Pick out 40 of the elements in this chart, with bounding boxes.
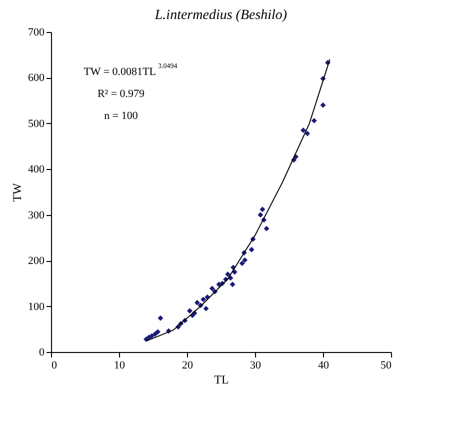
point (209, 286, 215, 292)
point (248, 246, 254, 252)
point (203, 306, 209, 312)
point (260, 206, 266, 212)
x-axis-title: TL (214, 372, 229, 386)
x-tick-label: 0 (52, 360, 58, 372)
y-tick-label: 100 (28, 300, 45, 313)
y-tick-label: 300 (28, 209, 45, 222)
x-tick-label: 20 (182, 360, 194, 372)
point (258, 212, 264, 218)
y-axis-title: TW (10, 182, 24, 202)
x-tick-label: 30 (250, 360, 262, 372)
annotation: n = 100 (104, 110, 138, 122)
point (242, 257, 248, 263)
annotation: R² = 0.979 (97, 88, 146, 100)
point (232, 269, 238, 275)
y-tick-label: 600 (28, 72, 45, 84)
point (200, 296, 206, 302)
point (239, 260, 245, 266)
point (152, 331, 158, 337)
point (304, 130, 310, 136)
point (300, 128, 306, 134)
point (186, 308, 192, 314)
point (311, 118, 317, 124)
x-tick-label: 10 (114, 360, 126, 372)
point (158, 315, 164, 321)
y-tick-label: 500 (28, 118, 45, 130)
point (225, 272, 231, 278)
point (320, 102, 326, 108)
x-tick-label: 50 (380, 360, 392, 372)
x-tick-label: 40 (318, 360, 330, 372)
y-tick-label: 200 (28, 255, 45, 268)
chart-title: L.intermedius (Beshilo) (154, 8, 288, 23)
point (194, 300, 200, 306)
y-tick-label: 400 (28, 164, 45, 176)
y-tick-label: 700 (28, 26, 45, 38)
point (264, 226, 270, 232)
y-tick-label: 0 (39, 346, 45, 358)
point (230, 282, 236, 288)
point (155, 329, 160, 335)
